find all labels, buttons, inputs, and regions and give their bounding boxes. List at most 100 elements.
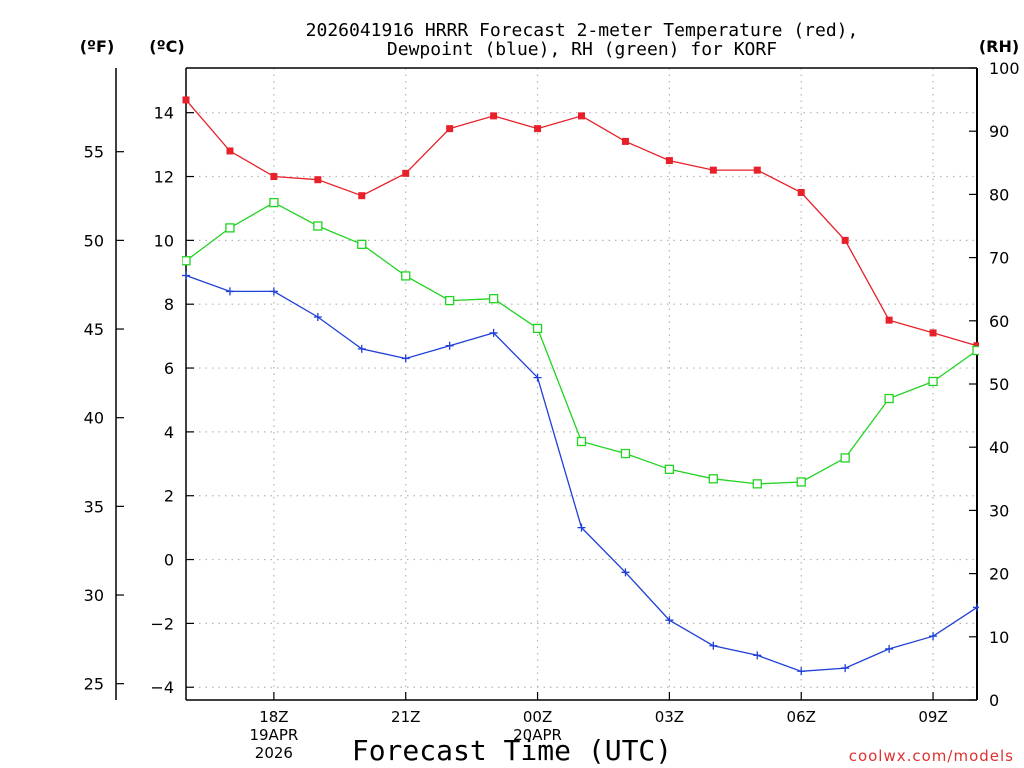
dewpoint-point: [401, 354, 410, 363]
rh-tick-label: 40: [989, 438, 1009, 457]
celsius-tick-label: 0: [164, 551, 174, 570]
chart-title: 2026041916 HRRR Forecast 2-meter Tempera…: [306, 20, 859, 41]
rh-point: [664, 464, 675, 474]
axes: [115, 67, 978, 701]
dewpoint-point: [225, 287, 234, 296]
celsius-tick-label: 12: [154, 168, 174, 187]
rh-tick-label: 50: [989, 375, 1009, 394]
rh-point: [401, 271, 411, 281]
dewpoint-point: [489, 328, 498, 337]
rh-tick-label: 80: [989, 185, 1009, 204]
temperature-point: [534, 125, 542, 133]
dewpoint-series: [182, 271, 979, 676]
temperature-point: [446, 125, 454, 133]
dewpoint-point: [753, 651, 762, 660]
fahrenheit-tick-label: 45: [84, 320, 104, 339]
celsius-tick-label: 2: [164, 487, 174, 506]
x-tick-date-label: 20APR: [513, 726, 562, 744]
dewpoint-point: [621, 568, 630, 577]
celsius-axis-label: (ºC): [149, 37, 184, 56]
rh-tick-label: 10: [989, 628, 1009, 647]
rh-tick-label: 20: [989, 565, 1009, 584]
temperature-point: [578, 112, 585, 120]
dewpoint-point: [533, 373, 542, 382]
dewpoint-point: [709, 641, 718, 650]
rh-point: [182, 256, 191, 266]
fahrenheit-tick-label: 30: [84, 586, 104, 605]
celsius-tick-label: 10: [154, 231, 174, 250]
temperature-point: [358, 192, 366, 200]
rh-tick-label: 0: [989, 691, 999, 710]
fahrenheit-axis-label: (ºF): [80, 37, 115, 56]
temperature-point: [973, 342, 979, 350]
rh-point: [796, 477, 806, 487]
x-tick-date-label: 19APR: [249, 726, 298, 744]
rh-tick-label: 70: [989, 249, 1009, 268]
temperature-point: [753, 166, 761, 174]
rh-point: [928, 376, 938, 387]
temperature-point: [709, 166, 717, 174]
rh-axis-label: (RH): [979, 37, 1019, 56]
dewpoint-point: [929, 632, 938, 641]
chart-title-line2: Dewpoint (blue), RH (green) for KORF: [387, 39, 777, 60]
dewpoint-line: [185, 274, 978, 672]
celsius-tick-label: −4: [150, 678, 174, 697]
rh-tick-label: 100: [989, 59, 1020, 78]
celsius-tick-label: 8: [164, 295, 174, 314]
dewpoint-point: [269, 287, 278, 296]
temperature-point: [841, 236, 849, 244]
temperature-point: [226, 147, 234, 155]
rh-point: [313, 221, 323, 231]
rh-series: [182, 197, 979, 489]
rh-point: [752, 479, 762, 489]
rh-tick-label: 60: [989, 312, 1009, 331]
rh-point: [269, 197, 279, 208]
celsius-tick-label: 14: [154, 104, 174, 123]
rh-point: [488, 294, 499, 304]
dewpoint-point: [445, 341, 454, 350]
x-tick-label: 21Z: [391, 708, 420, 726]
rh-point: [225, 223, 235, 233]
rh-tick-label: 90: [989, 122, 1009, 141]
x-tick-label: 03Z: [655, 708, 684, 726]
dewpoint-point: [841, 664, 850, 673]
dewpoint-point: [885, 644, 894, 653]
temperature-point: [621, 137, 629, 145]
rh-point: [708, 474, 718, 484]
rh-point: [445, 295, 455, 306]
celsius-tick-label: −2: [150, 614, 174, 633]
rh-point: [357, 239, 367, 249]
temperature-point: [402, 169, 410, 177]
x-tick-year-label: 2026: [255, 744, 293, 762]
rh-point: [532, 323, 543, 334]
fahrenheit-tick-label: 50: [84, 231, 104, 250]
fahrenheit-tick-label: 40: [84, 409, 104, 428]
fahrenheit-tick-label: 25: [84, 675, 104, 694]
x-tick-label: 00Z: [523, 708, 552, 726]
celsius-tick-label: 6: [164, 359, 174, 378]
dewpoint-point: [973, 603, 979, 612]
dewpoint-point: [797, 667, 806, 676]
dewpoint-point: [577, 523, 586, 532]
fahrenheit-tick-label: 35: [84, 497, 104, 516]
series-lines: [182, 96, 979, 676]
fahrenheit-tick-label: 55: [84, 143, 104, 162]
temperature-point: [490, 112, 498, 120]
rh-point: [884, 393, 894, 404]
temperature-point: [797, 188, 805, 196]
temperature-point: [314, 176, 322, 184]
dewpoint-point: [665, 616, 674, 625]
temperature-point: [270, 173, 278, 181]
rh-tick-label: 30: [989, 501, 1009, 520]
temperature-point: [182, 96, 190, 104]
x-tick-label: 18Z: [259, 708, 288, 726]
temperature-series: [182, 96, 979, 350]
dewpoint-point: [313, 312, 322, 321]
x-axis-title: Forecast Time (UTC): [352, 734, 672, 767]
temperature-point: [929, 329, 937, 337]
rh-point: [620, 448, 631, 459]
celsius-tick-label: 4: [164, 423, 174, 442]
dewpoint-point: [357, 344, 366, 353]
